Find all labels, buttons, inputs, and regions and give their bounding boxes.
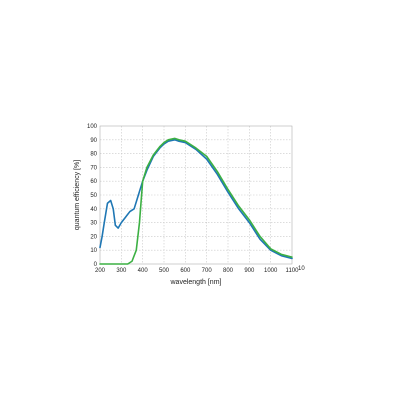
x-tick-label: 500	[159, 268, 170, 274]
x-axis-ticks: 200 300 400 500 600 700 800 900 1000 1100	[95, 268, 299, 274]
x-tick-label: 200	[95, 268, 106, 274]
y-tick-label: 0	[94, 262, 98, 268]
y-tick-label: 30	[90, 221, 97, 227]
y-axis-ticks: 0 10 20 30 40 50 60 70 80 90 100	[87, 124, 98, 268]
x-axis-overflow-label: 10	[298, 266, 305, 272]
y-tick-label: 70	[90, 165, 97, 171]
plot-frame	[99, 125, 293, 265]
series-layer	[99, 137, 293, 265]
series-line-1	[99, 139, 293, 260]
y-tick-label: 10	[90, 248, 97, 254]
grid	[100, 126, 292, 264]
y-tick-label: 60	[90, 179, 97, 185]
x-axis-title: wavelength [nm]	[170, 279, 222, 286]
x-tick-label: 700	[202, 268, 213, 274]
y-tick-label: 40	[90, 207, 97, 213]
x-tick-label: 400	[138, 268, 149, 274]
series-line-2	[99, 137, 293, 265]
x-tick-label: 600	[180, 268, 191, 274]
x-tick-label: 800	[223, 268, 234, 274]
x-tick-label: 1000	[264, 268, 278, 274]
x-tick-label: 1100	[286, 268, 300, 274]
y-tick-label: 20	[90, 234, 97, 240]
y-tick-label: 100	[87, 124, 98, 130]
y-axis-title: quantum efficiency [%]	[74, 160, 81, 230]
x-tick-label: 900	[244, 268, 255, 274]
x-tick-label: 300	[116, 268, 127, 274]
y-tick-label: 90	[90, 138, 97, 144]
y-tick-label: 50	[90, 193, 97, 199]
y-tick-label: 80	[90, 152, 97, 158]
